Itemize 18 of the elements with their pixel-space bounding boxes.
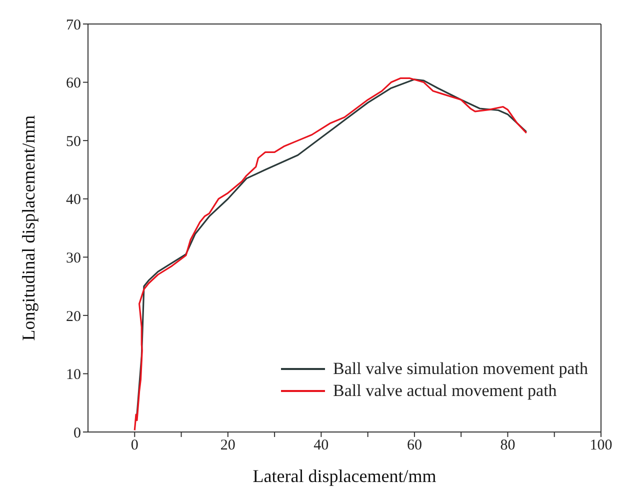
x-tick-label: 0 — [130, 438, 138, 454]
x-tick-label: 40 — [314, 438, 329, 454]
y-axis-title: Longitudinal displacement/mm — [18, 115, 38, 341]
x-tick-label: 100 — [590, 438, 612, 454]
y-tick-label: 30 — [66, 250, 81, 266]
y-tick-label: 20 — [66, 308, 81, 325]
y-tick-label: 10 — [66, 367, 81, 384]
x-tick-label: 20 — [220, 438, 236, 454]
y-tick-label: 40 — [66, 192, 81, 208]
y-tick-label: 0 — [74, 425, 81, 442]
legend-label: Ball valve simulation movement path — [333, 358, 588, 380]
y-tick-label: 50 — [66, 134, 81, 150]
legend-label: Ball valve actual movement path — [333, 380, 557, 402]
y-tick-label: 70 — [66, 17, 81, 34]
y-tick-label: 60 — [66, 76, 81, 92]
x-tick-label: 60 — [406, 438, 422, 454]
x-tick-label: 80 — [500, 438, 516, 454]
x-axis-title: Lateral displacement/mm — [252, 466, 436, 486]
